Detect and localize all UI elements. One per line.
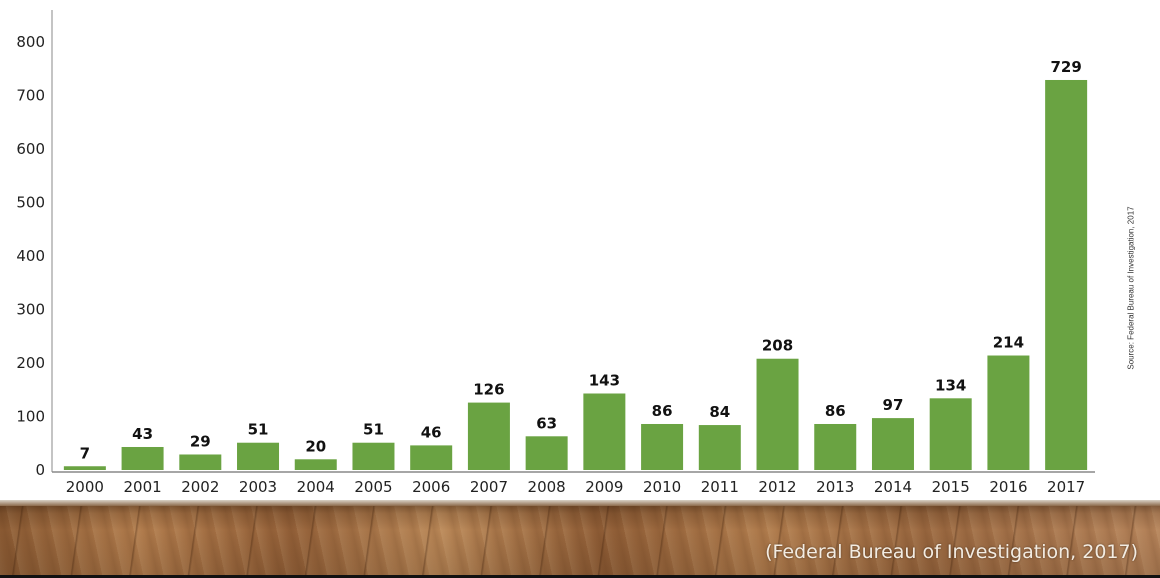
y-tick-labels: 0 100 200 300 400 500 600 700 800 — [16, 33, 45, 479]
x-tick-label: 2002 — [181, 478, 219, 496]
bar — [237, 442, 280, 470]
data-label: 208 — [762, 337, 793, 355]
bar — [121, 446, 164, 470]
x-tick-label: 2017 — [1047, 478, 1085, 496]
x-tick-label: 2000 — [66, 478, 104, 496]
bar — [641, 423, 684, 470]
data-label: 46 — [421, 423, 442, 441]
x-tick-label: 2012 — [758, 478, 796, 496]
citation-text: (Federal Bureau of Investigation, 2017) — [765, 541, 1138, 563]
bar — [467, 402, 510, 470]
bar — [756, 358, 799, 470]
data-label: 126 — [473, 381, 504, 399]
bars — [63, 79, 1088, 471]
x-tick-label: 2014 — [874, 478, 912, 496]
bar — [410, 445, 453, 470]
y-tick-label: 100 — [16, 408, 45, 426]
x-tick-label: 2015 — [932, 478, 970, 496]
bar — [1045, 79, 1088, 471]
data-label: 729 — [1050, 58, 1081, 76]
x-tick-label: 2001 — [123, 478, 161, 496]
x-tick-labels: 2000 2001 2002 2003 2004 2005 2006 2007 2008 2009… — [66, 478, 1085, 496]
data-label: 86 — [652, 402, 673, 420]
data-label: 97 — [883, 396, 904, 414]
data-label: 86 — [825, 402, 846, 420]
y-tick-label: 200 — [16, 354, 45, 372]
data-label: 43 — [132, 425, 153, 443]
data-label: 51 — [363, 421, 384, 439]
wood-floor-banner: (Federal Bureau of Investigation, 2017) — [0, 500, 1160, 575]
x-tick-label: 2010 — [643, 478, 681, 496]
x-tick-label: 2009 — [585, 478, 623, 496]
y-tick-label: 600 — [16, 140, 45, 158]
source-note: Source: Federal Bureau of Investigation,… — [1126, 206, 1136, 370]
bar — [698, 425, 741, 470]
x-tick-label: 2007 — [470, 478, 508, 496]
data-label: 20 — [305, 437, 326, 455]
data-label: 84 — [709, 403, 730, 421]
x-tick-label: 2008 — [528, 478, 566, 496]
x-tick-label: 2005 — [354, 478, 392, 496]
chart-area: 0 100 200 300 400 500 600 700 800 7 43 29 51 20 51 46 1… — [16, 10, 1136, 496]
bar — [929, 398, 972, 470]
bar — [352, 442, 395, 470]
bar — [179, 454, 222, 470]
bar — [987, 355, 1030, 470]
data-label: 29 — [190, 432, 211, 450]
bar — [63, 466, 106, 470]
floor-shading — [0, 500, 1160, 575]
bar-chart: 0 100 200 300 400 500 600 700 800 7 43 29 51 20 51 46 1… — [16, 10, 1095, 496]
x-tick-label: 2004 — [297, 478, 335, 496]
y-tick-label: 300 — [16, 301, 45, 319]
bottom-rule — [0, 575, 1160, 578]
y-tick-label: 400 — [16, 247, 45, 265]
data-label: 143 — [589, 371, 620, 389]
data-label: 134 — [935, 376, 966, 394]
floor-top-band — [0, 500, 1160, 506]
data-label: 63 — [536, 414, 557, 432]
data-labels: 7 43 29 51 20 51 46 126 63 143 86 84 208 86 97 134 214 72… — [80, 58, 1082, 462]
x-tick-label: 2003 — [239, 478, 277, 496]
x-tick-label: 2006 — [412, 478, 450, 496]
bar — [525, 436, 568, 470]
data-label: 214 — [993, 334, 1024, 352]
x-tick-label: 2013 — [816, 478, 854, 496]
x-tick-label: 2011 — [701, 478, 739, 496]
bar — [871, 418, 914, 470]
x-tick-label: 2016 — [989, 478, 1027, 496]
bar — [583, 393, 626, 470]
bar — [814, 423, 857, 470]
y-tick-label: 700 — [16, 87, 45, 105]
y-tick-label: 800 — [16, 33, 45, 51]
data-label: 51 — [248, 421, 269, 439]
y-tick-label: 500 — [16, 194, 45, 212]
data-label: 7 — [80, 444, 90, 462]
y-tick-label: 0 — [35, 461, 45, 479]
bar — [294, 459, 337, 470]
